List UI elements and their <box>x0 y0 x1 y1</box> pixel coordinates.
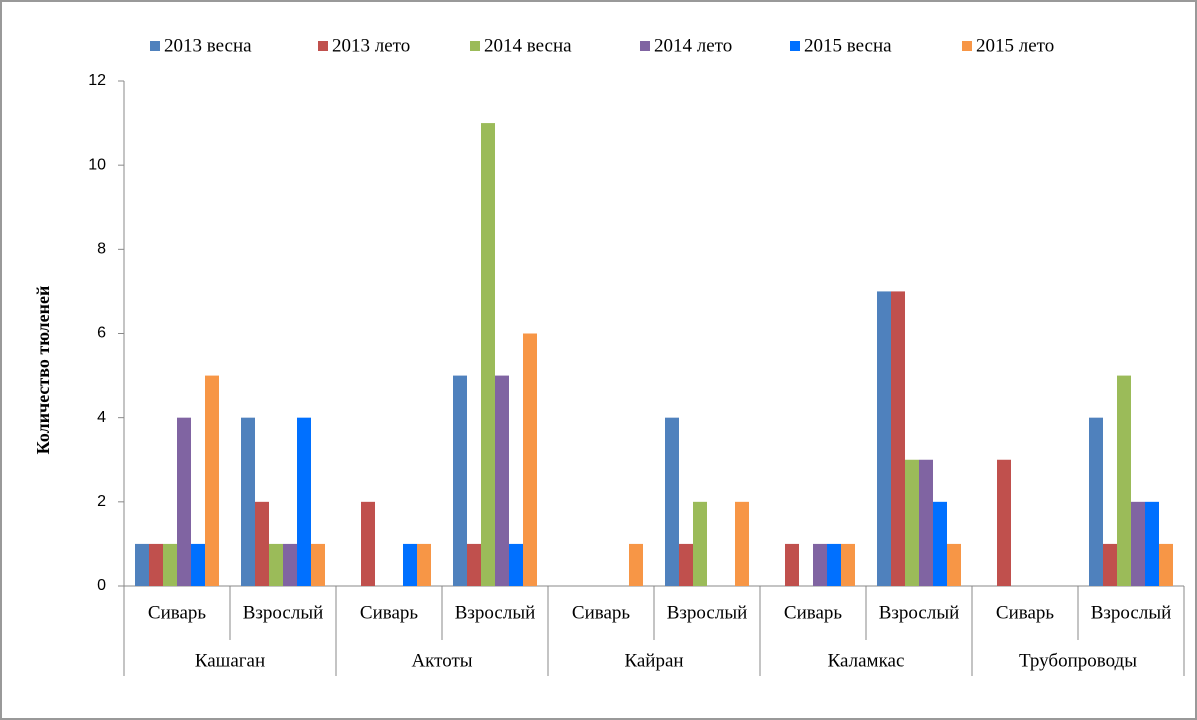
bar <box>191 543 205 586</box>
bar <box>933 501 947 586</box>
y-tick-label: 2 <box>97 493 106 510</box>
bar <box>481 123 495 586</box>
legend-swatch <box>962 41 972 51</box>
y-tick-label: 10 <box>88 156 106 173</box>
bar <box>523 333 537 586</box>
bar <box>495 375 509 586</box>
bar <box>891 291 905 586</box>
group-label: Кайран <box>624 650 683 671</box>
legend-swatch <box>150 41 160 51</box>
y-tick-label: 6 <box>97 325 106 342</box>
bar <box>841 543 855 586</box>
bar <box>693 501 707 586</box>
bar <box>467 543 481 586</box>
bar <box>947 543 961 586</box>
x-tick-label: Взрослый <box>455 602 536 623</box>
group-label: Актоты <box>411 650 472 671</box>
legend-label: 2014 лето <box>654 35 732 56</box>
bar <box>453 375 467 586</box>
bar <box>997 459 1011 586</box>
bar <box>919 459 933 586</box>
legend-swatch <box>318 41 328 51</box>
y-tick-label: 12 <box>88 72 106 89</box>
y-tick-label: 8 <box>97 241 106 258</box>
bar <box>735 501 749 586</box>
bar <box>1131 501 1145 586</box>
y-tick-label: 0 <box>97 577 106 594</box>
bar <box>163 543 177 586</box>
x-tick-label: Взрослый <box>879 602 960 623</box>
bar <box>149 543 163 586</box>
bar <box>311 543 325 586</box>
bar <box>255 501 269 586</box>
bar <box>509 543 523 586</box>
x-tick-label: Сиварь <box>148 602 206 623</box>
x-tick-label: Сиварь <box>360 602 418 623</box>
legend-label: 2014 весна <box>484 35 572 56</box>
bar <box>269 543 283 586</box>
bar <box>1117 375 1131 586</box>
bar <box>177 417 191 586</box>
bar <box>785 543 799 586</box>
bar <box>905 459 919 586</box>
bar <box>361 501 375 586</box>
legend-label: 2013 лето <box>332 35 410 56</box>
bar <box>665 417 679 586</box>
bar <box>1103 543 1117 586</box>
bar <box>679 543 693 586</box>
x-tick-label: Сиварь <box>996 602 1054 623</box>
bar <box>283 543 297 586</box>
bar <box>877 291 891 586</box>
bar <box>297 417 311 586</box>
group-label: Каламкас <box>828 650 905 671</box>
bar <box>1089 417 1103 586</box>
legend-label: 2015 весна <box>804 35 892 56</box>
bar <box>403 543 417 586</box>
legend-swatch <box>470 41 480 51</box>
x-tick-label: Взрослый <box>1091 602 1172 623</box>
group-label: Кашаган <box>195 650 265 671</box>
bar <box>135 543 149 586</box>
legend-swatch <box>790 41 800 51</box>
bar <box>205 375 219 586</box>
legend-label: 2015 лето <box>976 35 1054 56</box>
bar <box>629 543 643 586</box>
legend-swatch <box>640 41 650 51</box>
group-label: Трубопроводы <box>1019 650 1137 671</box>
bar <box>813 543 827 586</box>
x-tick-label: Сиварь <box>572 602 630 623</box>
bar <box>241 417 255 586</box>
x-tick-label: Сиварь <box>784 602 842 623</box>
bar <box>1145 501 1159 586</box>
x-tick-label: Взрослый <box>243 602 324 623</box>
y-axis-title: Количество тюленей <box>33 286 53 455</box>
legend-label: 2013 весна <box>164 35 252 56</box>
bar <box>827 543 841 586</box>
bar <box>1159 543 1173 586</box>
bar <box>417 543 431 586</box>
y-tick-label: 4 <box>97 409 106 426</box>
x-tick-label: Взрослый <box>667 602 748 623</box>
